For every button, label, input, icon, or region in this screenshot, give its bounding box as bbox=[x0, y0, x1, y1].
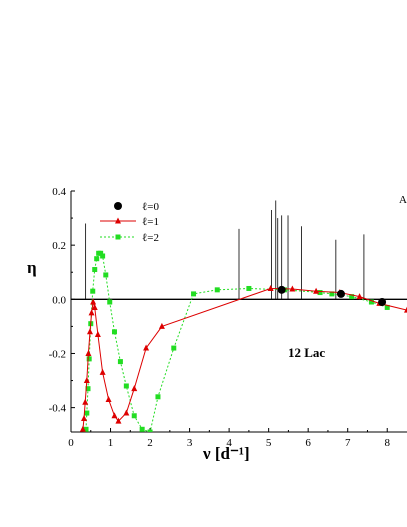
series-0 bbox=[277, 285, 387, 307]
data-point-square bbox=[131, 413, 137, 419]
data-point-triangle bbox=[356, 293, 363, 300]
data-point-square bbox=[171, 345, 177, 351]
data-point-triangle bbox=[115, 417, 122, 424]
data-point-square bbox=[123, 383, 129, 389]
x-tick-label: 4 bbox=[226, 437, 232, 449]
data-point-square bbox=[246, 285, 252, 291]
x-tick-label: 8 bbox=[384, 437, 390, 449]
data-point-square bbox=[117, 359, 123, 365]
data-point-square bbox=[384, 304, 390, 310]
x-tick-label: 1 bbox=[108, 437, 114, 449]
data-point-square bbox=[317, 290, 323, 296]
legend: ℓ=0 ℓ=1 ℓ=2 bbox=[100, 201, 159, 244]
data-point-square bbox=[94, 256, 100, 262]
data-point-square bbox=[84, 410, 90, 416]
data-point-circle bbox=[336, 289, 345, 298]
legend-label: ℓ=0 bbox=[142, 201, 159, 213]
series-group bbox=[79, 250, 407, 432]
data-point-square bbox=[100, 253, 106, 259]
series-line bbox=[85, 252, 388, 432]
data-point-triangle bbox=[313, 287, 320, 294]
data-point-square bbox=[103, 272, 109, 278]
legend-label: ℓ=2 bbox=[142, 232, 159, 244]
corner-label: A bbox=[399, 194, 407, 206]
data-point-square bbox=[92, 267, 98, 273]
data-point-triangle bbox=[79, 425, 86, 432]
data-point-triangle bbox=[99, 368, 106, 375]
data-point-triangle bbox=[143, 344, 150, 351]
data-point-triangle bbox=[131, 385, 138, 392]
x-tick-label: 5 bbox=[266, 437, 272, 449]
y-tick-label: 0.0 bbox=[52, 294, 66, 306]
data-point-square bbox=[111, 329, 117, 335]
series-line bbox=[82, 287, 407, 430]
x-tick-label: 2 bbox=[147, 437, 153, 449]
data-point-square bbox=[368, 299, 374, 305]
chart-annotation: 12 Lac bbox=[288, 345, 325, 360]
y-axis-title: η bbox=[27, 258, 37, 277]
data-point-square bbox=[139, 426, 145, 432]
data-point-triangle bbox=[82, 398, 89, 405]
data-point-triangle bbox=[85, 349, 92, 356]
data-point-triangle bbox=[111, 412, 118, 419]
series-2 bbox=[83, 250, 390, 432]
data-point-square bbox=[147, 429, 153, 432]
data-point-square bbox=[115, 234, 121, 240]
data-point-triangle bbox=[267, 284, 274, 291]
spectral-lines bbox=[85, 200, 365, 300]
y-tick-label: -0.4 bbox=[49, 403, 67, 415]
data-point-square bbox=[85, 386, 91, 392]
data-point-square bbox=[155, 394, 161, 400]
y-tick-label: 0.4 bbox=[52, 186, 66, 198]
data-point-square bbox=[349, 294, 355, 300]
x-tick-label: 7 bbox=[345, 437, 351, 449]
x-tick-label: 6 bbox=[305, 437, 311, 449]
data-point-triangle bbox=[91, 303, 98, 310]
data-point-triangle bbox=[404, 306, 407, 313]
data-point-triangle bbox=[81, 414, 88, 421]
data-point-square bbox=[90, 288, 96, 294]
data-point-circle bbox=[114, 202, 122, 210]
data-point-triangle bbox=[105, 396, 112, 403]
data-point-triangle bbox=[90, 298, 97, 305]
data-point-triangle bbox=[289, 285, 296, 292]
legend-label: ℓ=1 bbox=[142, 216, 159, 228]
data-point-circle bbox=[378, 298, 387, 307]
data-point-square bbox=[191, 291, 197, 297]
plot-area: 0 1 2 3 4 5 6 7 8 -0.4 -0.2 0.0 0.2 0.4 ℓ=0 ℓ=1 ℓ=2 bbox=[49, 186, 407, 449]
data-point-triangle bbox=[88, 309, 95, 316]
data-point-triangle bbox=[86, 328, 93, 335]
data-point-square bbox=[98, 250, 104, 256]
data-point-triangle bbox=[158, 322, 165, 329]
y-tick-label: 0.2 bbox=[52, 240, 66, 252]
data-point-square bbox=[107, 299, 113, 305]
x-tick-label: 0 bbox=[68, 437, 74, 449]
data-point-triangle bbox=[83, 377, 90, 384]
data-point-triangle bbox=[115, 217, 121, 224]
x-tick-label: 3 bbox=[187, 437, 193, 449]
data-point-square bbox=[86, 356, 92, 362]
data-point-triangle bbox=[94, 331, 101, 338]
data-point-circle bbox=[277, 285, 286, 294]
x-axis-title: ν [d⁻¹] bbox=[202, 444, 250, 463]
series-1 bbox=[79, 284, 407, 432]
data-point-triangle bbox=[123, 409, 130, 416]
data-point-square bbox=[329, 291, 335, 297]
data-point-square bbox=[83, 426, 89, 432]
data-point-square bbox=[214, 287, 220, 293]
y-tick-label: -0.2 bbox=[49, 348, 66, 360]
